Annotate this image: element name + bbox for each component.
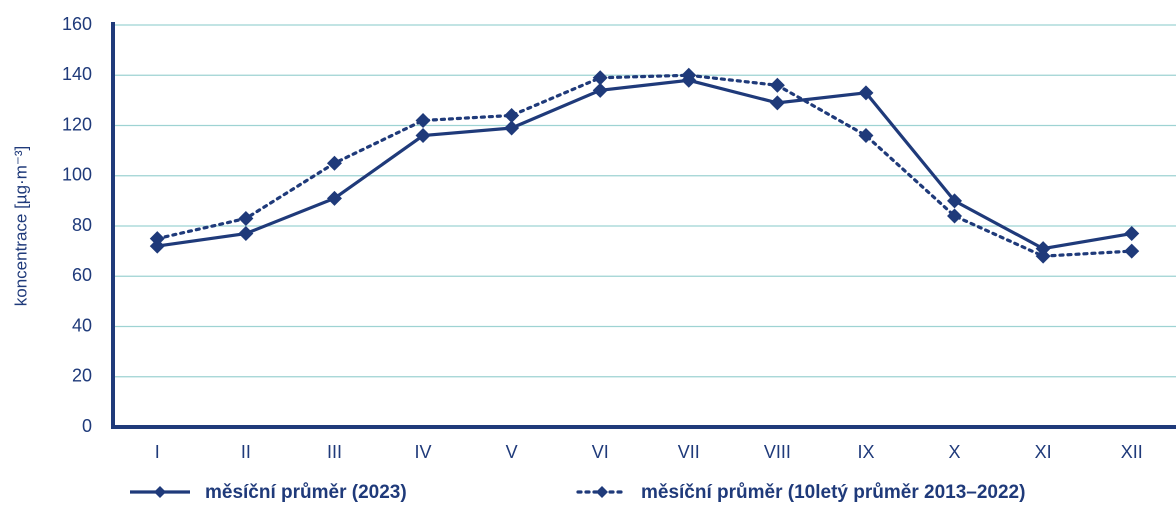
y-tick-label: 20 — [72, 366, 92, 386]
y-tick-label: 0 — [82, 416, 92, 436]
y-tick-label: 120 — [62, 114, 92, 134]
legend-label: měsíční průměr (10letý průměr 2013–2022) — [641, 482, 1025, 503]
x-tick-label: II — [241, 442, 251, 462]
point-marker — [858, 128, 874, 144]
x-tick-label: IX — [857, 442, 874, 462]
point-marker — [326, 190, 342, 206]
x-tick-label: VI — [592, 442, 609, 462]
point-marker — [415, 128, 431, 144]
point-marker — [326, 155, 342, 171]
point-marker — [1035, 241, 1051, 257]
x-tick-label: XII — [1121, 442, 1143, 462]
x-tick-label: VII — [678, 442, 700, 462]
point-marker — [858, 85, 874, 101]
point-marker — [415, 112, 431, 128]
series-line — [155, 73, 1134, 258]
point-marker — [1124, 226, 1140, 242]
legend-marker — [154, 486, 166, 498]
point-marker — [947, 208, 963, 224]
x-tick-label: V — [506, 442, 518, 462]
y-tick-label: 80 — [72, 215, 92, 235]
x-tick-label: X — [949, 442, 961, 462]
point-marker — [149, 231, 165, 247]
y-axis-label: koncentrace [µg·m⁻³] — [11, 146, 30, 307]
point-marker — [769, 77, 785, 93]
x-tick-label: VIII — [764, 442, 791, 462]
y-tick-label: 60 — [72, 265, 92, 285]
point-marker — [238, 210, 254, 226]
point-marker — [947, 193, 963, 209]
point-marker — [149, 238, 165, 254]
point-marker — [504, 120, 520, 136]
point-marker — [592, 82, 608, 98]
y-tick-label: 40 — [72, 315, 92, 335]
point-marker — [681, 67, 697, 83]
y-tick-label: 160 — [62, 14, 92, 34]
point-marker — [238, 226, 254, 242]
point-marker — [1035, 248, 1051, 264]
point-marker — [592, 70, 608, 86]
x-tick-label: XI — [1035, 442, 1052, 462]
legend-marker — [596, 486, 608, 498]
y-tick-label: 140 — [62, 64, 92, 84]
series-line — [157, 78, 1132, 251]
legend-label: měsíční průměr (2023) — [205, 482, 407, 503]
x-tick-label: IV — [415, 442, 432, 462]
point-marker — [1124, 243, 1140, 259]
x-tick-label: I — [155, 442, 160, 462]
x-tick-label: III — [327, 442, 342, 462]
point-marker — [769, 95, 785, 111]
y-tick-label: 100 — [62, 165, 92, 185]
point-marker — [504, 107, 520, 123]
